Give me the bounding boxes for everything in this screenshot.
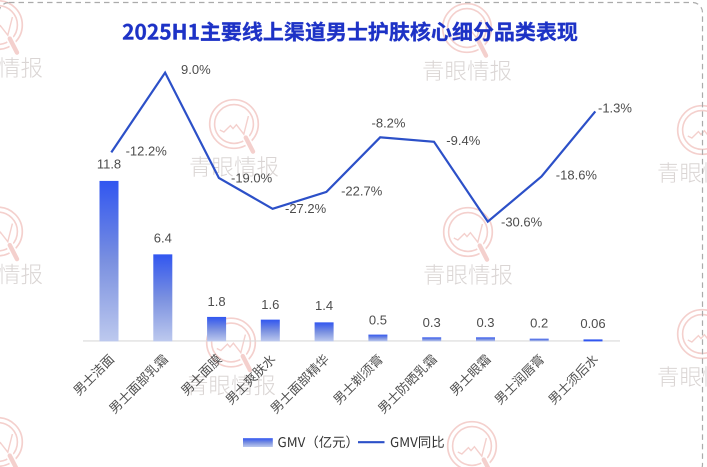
svg-text:-8.2%: -8.2% — [372, 116, 406, 131]
svg-text:-12.2%: -12.2% — [126, 143, 168, 158]
svg-text:-27.2%: -27.2% — [285, 201, 327, 216]
svg-text:-19.0%: -19.0% — [231, 171, 273, 186]
svg-text:-18.6%: -18.6% — [556, 168, 598, 183]
svg-text:0.3: 0.3 — [476, 315, 494, 330]
svg-text:-22.7%: -22.7% — [341, 184, 383, 199]
svg-text:1.8: 1.8 — [208, 294, 226, 309]
svg-text:-1.3%: -1.3% — [598, 101, 632, 116]
svg-text:0.3: 0.3 — [423, 315, 441, 330]
svg-text:1.6: 1.6 — [261, 297, 279, 312]
svg-text:11.8: 11.8 — [97, 157, 121, 172]
svg-text:9.0%: 9.0% — [181, 62, 211, 77]
svg-text:1.4: 1.4 — [315, 298, 333, 313]
svg-text:0.06: 0.06 — [580, 316, 605, 331]
svg-text:-30.6%: -30.6% — [501, 214, 543, 229]
svg-text:0.5: 0.5 — [369, 313, 387, 328]
svg-text:0.2: 0.2 — [530, 316, 548, 331]
svg-text:6.4: 6.4 — [154, 231, 172, 246]
svg-text:-9.4%: -9.4% — [446, 133, 480, 148]
